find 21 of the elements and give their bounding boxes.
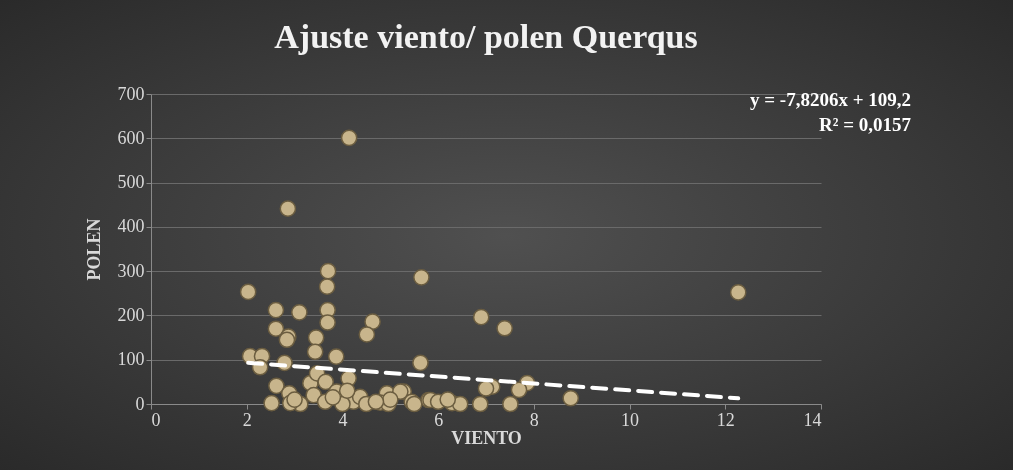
x-tick-label: 2 [242,409,252,430]
annotation: R² = 0,0157 [819,114,912,135]
y-tick-label: 100 [117,349,145,370]
x-tick-label: 8 [529,409,539,430]
x-tick-label: 14 [803,409,822,430]
x-tick-label: 10 [621,409,640,430]
y-tick-label: 0 [135,393,145,414]
annotation: y = -7,8206x + 109,2 [750,89,911,110]
x-tick-label: 4 [338,409,348,430]
y-tick-label: 600 [117,127,145,148]
y-tick-label: 400 [117,216,145,237]
x-tick-label: 6 [434,409,444,430]
x-tick-label: 0 [151,409,161,430]
chart-title: Ajuste viento/ polen Querqus [274,18,698,55]
x-axis-title: VIENTO [451,427,522,448]
y-tick-label: 200 [117,304,145,325]
y-axis-title: POLEN [83,218,104,281]
x-tick-label: 12 [716,409,735,430]
y-tick-label: 500 [117,172,145,193]
y-tick-label: 300 [117,260,145,281]
y-tick-label: 700 [117,83,145,104]
